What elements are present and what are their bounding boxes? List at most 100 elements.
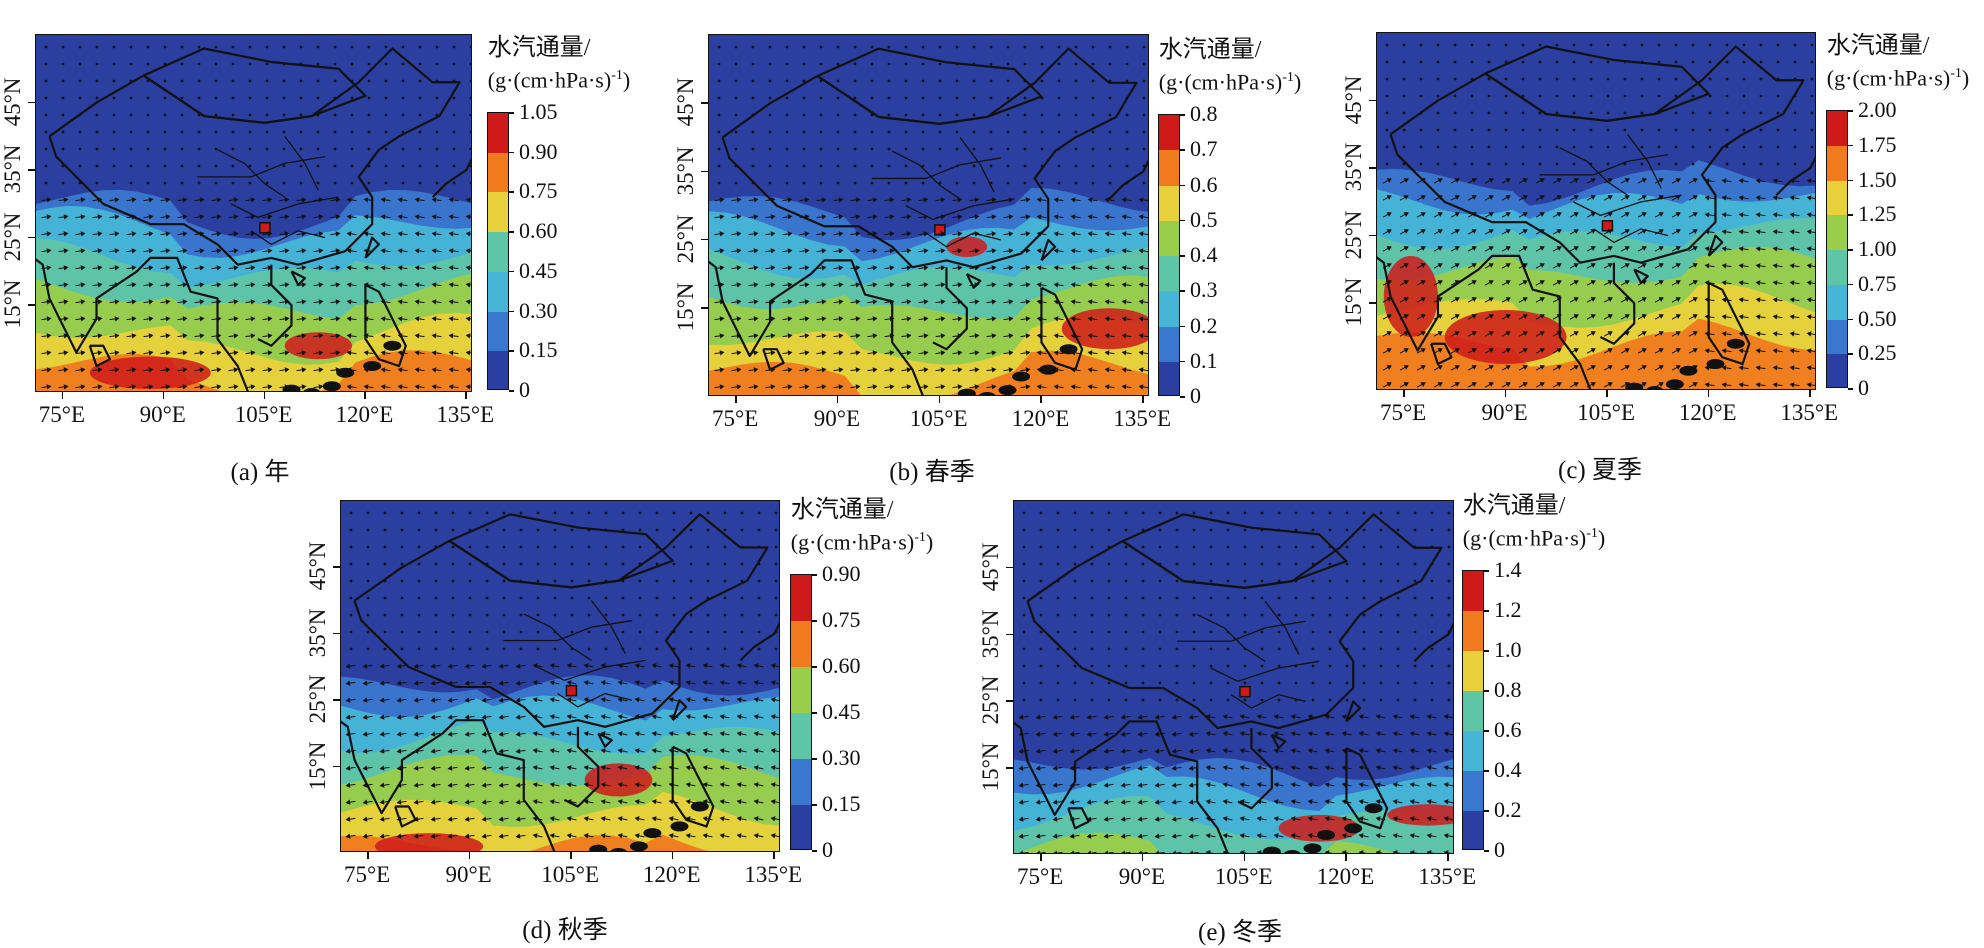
vector-arrowhead (617, 816, 623, 822)
vector-dot (1691, 128, 1695, 132)
vector-dot (1691, 111, 1695, 115)
vector-arrowhead (397, 316, 403, 322)
vector-arrowhead (148, 231, 154, 237)
vector-arrowhead (1358, 833, 1364, 839)
vector-arrowhead (1392, 765, 1398, 771)
vector-dot (1294, 681, 1298, 685)
vector-arrowhead (940, 316, 946, 322)
vector-dot (519, 545, 523, 549)
vector-dot (570, 545, 574, 549)
vector-arrowhead (216, 248, 222, 254)
vector-dot (1402, 162, 1406, 166)
vector-arrowhead (838, 350, 844, 356)
vector-arrowhead (1738, 178, 1744, 184)
vector-arrowhead (431, 214, 437, 220)
vector-arrowhead (80, 214, 86, 220)
vector-dot (1209, 579, 1213, 583)
vector-arrowhead (464, 782, 470, 788)
vector-dot (1125, 164, 1129, 168)
vector-arrowhead (380, 384, 386, 390)
vector-arrowhead (345, 714, 351, 720)
vector-dot (955, 147, 959, 151)
vector-arrowhead (1437, 212, 1443, 217)
vector-dot (1385, 111, 1389, 115)
vector-arrowhead (532, 697, 538, 703)
colorbar-segment (1159, 326, 1179, 363)
colorbar-segment (791, 805, 811, 849)
vector-arrowhead (974, 384, 980, 390)
vector-dot (1396, 630, 1400, 634)
vector-arrowhead (97, 231, 103, 237)
vector-dot (1793, 60, 1797, 64)
vector-dot (1345, 596, 1349, 600)
vector-dot (1504, 43, 1508, 47)
vector-arrowhead (600, 833, 606, 839)
vector-dot (366, 528, 370, 532)
vector-dot (61, 62, 65, 66)
vector-dot (485, 511, 489, 515)
vector-arrowhead (1556, 382, 1562, 387)
vector-arrowhead (668, 748, 674, 754)
vector-dot (1555, 162, 1559, 166)
vector-dot (1039, 647, 1043, 651)
vector-arrowhead (1607, 348, 1613, 353)
vector-arrowhead (80, 231, 86, 237)
vector-arrowhead (583, 680, 589, 686)
vector-dot (1430, 698, 1434, 702)
study-area-marker (1601, 220, 1614, 232)
vector-arrowhead (233, 214, 239, 220)
vector-arrowhead (431, 299, 437, 305)
vector-dot (785, 45, 789, 49)
vector-dot (299, 181, 303, 185)
vector-arrowhead (1675, 314, 1681, 319)
vapor-flux-map (1376, 32, 1816, 390)
vector-dot (1074, 62, 1078, 66)
vector-dot (1640, 43, 1644, 47)
vector-arrowhead (481, 799, 487, 805)
vector-dot (1345, 664, 1349, 668)
vector-dot (451, 596, 455, 600)
vector-arrowhead (233, 350, 239, 356)
vector-arrowhead (1222, 799, 1228, 805)
vector-arrowhead (736, 316, 742, 322)
vector-arrowhead (1087, 214, 1093, 220)
vector-arrowhead (267, 367, 273, 373)
vector-dot (1006, 62, 1010, 66)
vector-arrowhead (872, 333, 878, 339)
vector-dot (1108, 79, 1112, 83)
vector-dot (112, 130, 116, 134)
vector-arrowhead (233, 316, 239, 322)
vector-arrowhead (447, 697, 453, 703)
vector-dot (1260, 545, 1264, 549)
vector-arrowhead (1386, 246, 1392, 251)
vector-arrowhead (719, 316, 725, 322)
vector-dot (768, 62, 772, 66)
vector-arrowhead (1053, 333, 1059, 339)
colorbar-unit-text: (g·(cm·hPa·s) (487, 67, 612, 93)
vector-arrowhead (1505, 195, 1511, 200)
vector-dot (1108, 45, 1112, 49)
vector-arrowhead (199, 350, 205, 356)
vector-arrowhead (1590, 195, 1596, 200)
vector-dot (689, 647, 693, 651)
vector-dot (955, 181, 959, 185)
vector-arrowhead (465, 367, 471, 373)
vector-arrowhead (1420, 178, 1426, 183)
colorbar-segment (1827, 354, 1847, 387)
vector-dot (180, 113, 184, 117)
vector-arrowhead (1036, 299, 1042, 305)
vector-arrowhead (1087, 850, 1091, 853)
vector-arrowhead (1104, 316, 1110, 322)
vector-dot (604, 511, 608, 515)
vector-arrowhead (957, 350, 963, 356)
vector-arrowhead (1704, 297, 1710, 303)
vector-arrowhead (1426, 799, 1432, 805)
vector-arrowhead (770, 663, 776, 669)
vector-arrowhead (838, 282, 844, 288)
vector-arrowhead (1120, 748, 1126, 754)
province-border (925, 232, 1001, 248)
vector-arrowhead (1392, 816, 1398, 822)
vector-arrowhead (1426, 748, 1432, 754)
vector-dot (904, 130, 908, 134)
vector-arrowhead (515, 782, 521, 788)
